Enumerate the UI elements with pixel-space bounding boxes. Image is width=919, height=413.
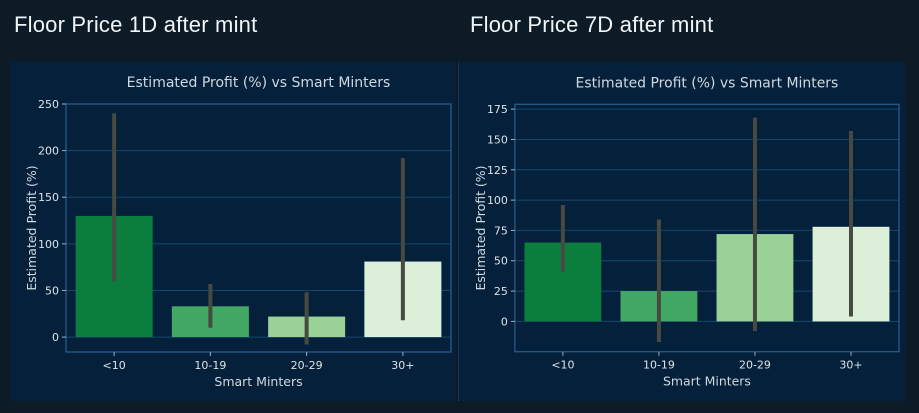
- chart-figure-7d: 0 25 50 75 100 125 150 175 <10 10-19 20-29 30+ Smart…: [458, 62, 905, 401]
- y-tick-label: 0: [52, 331, 59, 344]
- bar-chart-1d: 0 50 100 150 200 250 <10 10-19 20-29 30+ Smart Min…: [24, 75, 452, 389]
- y-tick-label: 50: [494, 255, 508, 268]
- y-tick-label: 100: [38, 238, 59, 251]
- x-tick-label: 30+: [391, 359, 414, 372]
- x-tick-label: 20-29: [291, 359, 323, 372]
- chart-title: Estimated Profit (%) vs Smart Minters: [576, 75, 839, 91]
- y-axis-label: Estimated Profit (%): [473, 165, 488, 290]
- bar-chart-7d: 0 25 50 75 100 125 150 175 <10 10-19 20-29 30+ Smart…: [473, 75, 900, 389]
- y-tick-label: 0: [501, 315, 508, 328]
- y-tick-label: 125: [487, 164, 508, 177]
- x-tick-label: 10-19: [194, 359, 226, 372]
- x-tick-label: 10-19: [643, 359, 675, 372]
- axes-box: [514, 103, 900, 353]
- y-tick-label: 250: [38, 98, 59, 111]
- x-tick-label: 30+: [839, 359, 862, 372]
- y-tick-label: 200: [38, 145, 59, 158]
- x-tick-label: <10: [103, 359, 126, 372]
- x-tick-label: <10: [551, 359, 574, 372]
- y-tick-label: 175: [487, 103, 508, 116]
- section-title-1d: Floor Price 1D after mint: [14, 12, 258, 37]
- y-tick-label: 50: [45, 284, 59, 297]
- y-tick-label: 150: [38, 191, 59, 204]
- axes-box: [65, 103, 452, 353]
- y-tick-label: 150: [487, 133, 508, 146]
- y-axis-label: Estimated Profit (%): [24, 165, 39, 290]
- chart-figure-1d: 0 50 100 150 200 250 <10 10-19 20-29 30+ Smart Min…: [10, 62, 456, 401]
- y-tick-label: 100: [487, 194, 508, 207]
- y-tick-label: 25: [494, 285, 508, 298]
- x-tick-label: 20-29: [739, 359, 771, 372]
- chart-title: Estimated Profit (%) vs Smart Minters: [127, 75, 391, 91]
- y-tick-label: 75: [494, 224, 508, 237]
- x-axis-label: Smart Minters: [663, 374, 751, 389]
- x-axis-label: Smart Minters: [214, 374, 302, 389]
- section-title-7d: Floor Price 7D after mint: [470, 12, 714, 37]
